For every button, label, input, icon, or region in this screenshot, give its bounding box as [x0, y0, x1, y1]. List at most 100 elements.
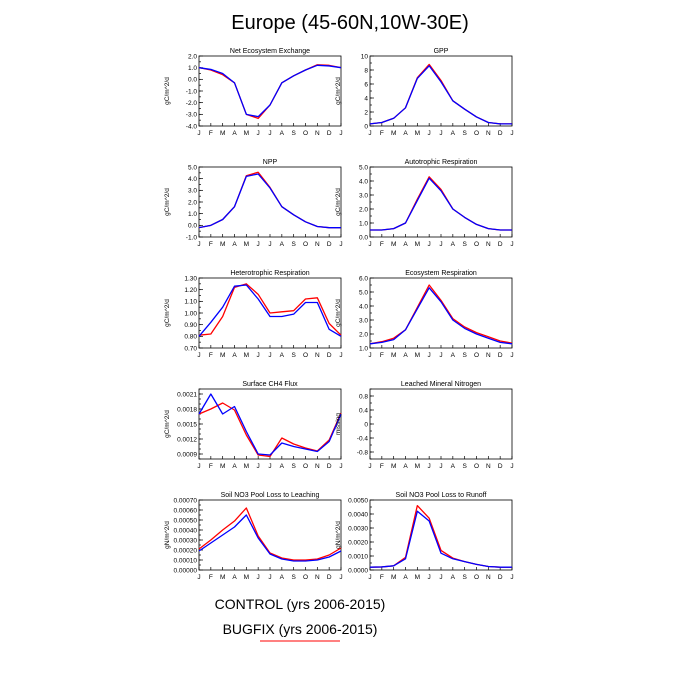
x-tick-label: N [486, 574, 491, 581]
panels: Net Ecosystem Exchange 2.0 1.0 0.0 -1.0 -2.0 -… [164, 48, 514, 581]
y-tick-label: 0.00010 [174, 557, 198, 564]
series-line-1 [369, 63, 512, 125]
x-tick-label: D [327, 352, 332, 359]
x-tick-label: J [339, 241, 342, 248]
series-line-0 [198, 393, 342, 456]
panel-title: Leached Mineral Nitrogen [401, 381, 481, 388]
x-tick-label: J [368, 241, 371, 248]
y-tick-label: 0.4 [359, 407, 368, 414]
x-tick-label: A [280, 352, 285, 359]
y-tick-label: 0.0009 [177, 451, 197, 458]
x-tick-label: A [403, 352, 408, 359]
x-tick-label: N [315, 241, 320, 248]
y-tick-label: -1.0 [186, 88, 198, 95]
x-tick-label: M [220, 352, 225, 359]
y-axis-label: missing [335, 413, 342, 435]
panel-title: Autotrophic Respiration [405, 159, 478, 166]
panel-6: Surface CH4 Flux 0.0021 0.0018 0.0015 0.0012… [164, 381, 343, 470]
y-axis-label: gC/m^2/d [164, 410, 171, 438]
legend-label-bugfix: BUGFIX (yrs 2006-2015) [223, 621, 378, 637]
series-line-0 [369, 65, 512, 125]
panel-3: Autotrophic Respiration 5.0 4.0 3.0 2.0 1.0 0.… [335, 159, 514, 248]
x-tick-label: J [339, 463, 342, 470]
y-tick-label: -3.0 [186, 112, 198, 119]
x-tick-label: O [474, 241, 479, 248]
x-tick-label: S [462, 130, 467, 137]
y-axis-label: gC/m^2/d [335, 188, 342, 216]
panel-5: Ecosystem Respiration6.05.04.03.02.01.0J… [335, 270, 514, 359]
x-tick-label: J [268, 352, 271, 359]
x-tick-label: J [197, 352, 200, 359]
series-line-1 [370, 176, 512, 231]
x-tick-label: M [244, 352, 249, 359]
x-tick-label: J [428, 463, 431, 470]
x-tick-label: J [268, 574, 271, 581]
y-tick-label: 1.0 [188, 65, 197, 72]
x-tick-label: J [197, 130, 200, 137]
y-tick-label: 0.8 [359, 393, 368, 400]
x-tick-label: S [462, 241, 467, 248]
x-tick-label: J [339, 352, 342, 359]
x-tick-label: J [268, 241, 271, 248]
panel-9: Soil NO3 Pool Loss to Runoff 0.0050 0.0040… [335, 492, 514, 581]
x-tick-label: F [380, 352, 384, 359]
y-tick-label: 5.0 [359, 164, 368, 171]
y-tick-label: 1.00 [184, 310, 197, 317]
y-tick-label: 0.0 [188, 77, 197, 84]
x-tick-label: D [327, 241, 332, 248]
y-tick-label: 2.0 [359, 206, 368, 213]
y-tick-label: 0.70 [184, 345, 197, 352]
x-tick-label: J [428, 352, 431, 359]
x-tick-label: A [451, 241, 456, 248]
y-tick-label: 4.0 [359, 303, 368, 310]
y-tick-label: 0.0010 [348, 553, 368, 560]
x-tick-label: A [403, 574, 408, 581]
y-tick-label: 5.0 [359, 289, 368, 296]
x-tick-label: S [291, 574, 296, 581]
x-tick-label: M [391, 463, 396, 470]
x-tick-label: J [368, 463, 371, 470]
x-tick-label: D [498, 130, 503, 137]
x-tick-label: A [232, 463, 237, 470]
x-tick-label: J [257, 574, 260, 581]
y-tick-label: 0.90 [184, 322, 197, 329]
x-tick-label: J [257, 241, 260, 248]
y-tick-label: 1.0 [359, 220, 368, 227]
x-tick-label: S [291, 130, 296, 137]
x-tick-label: J [439, 130, 442, 137]
x-tick-label: M [415, 241, 420, 248]
x-tick-label: A [232, 241, 237, 248]
x-tick-label: J [439, 574, 442, 581]
y-tick-label: 0.0050 [348, 497, 368, 504]
x-tick-label: N [315, 352, 320, 359]
x-tick-label: F [209, 130, 213, 137]
series-line-1 [198, 507, 342, 561]
x-tick-label: F [380, 130, 384, 137]
legend: CONTROL (yrs 2006-2015) BUGFIX (yrs 2006… [215, 596, 385, 642]
x-tick-label: O [474, 352, 479, 359]
x-tick-label: S [462, 463, 467, 470]
x-tick-label: J [368, 130, 371, 137]
y-tick-label: 1.10 [184, 299, 197, 306]
x-tick-label: N [315, 130, 320, 137]
y-tick-label: 0.00020 [174, 547, 198, 554]
x-tick-label: M [391, 241, 396, 248]
y-tick-label: 0.0040 [348, 511, 368, 518]
y-tick-label: 0.00000 [174, 567, 198, 574]
y-tick-label: 0.0 [188, 223, 197, 230]
panel-title: Net Ecosystem Exchange [230, 48, 310, 55]
plot-frame [369, 499, 513, 571]
x-tick-label: M [244, 463, 249, 470]
x-tick-label: J [510, 130, 513, 137]
y-tick-label: 3.0 [359, 317, 368, 324]
x-tick-label: D [327, 463, 332, 470]
x-tick-label: O [303, 241, 308, 248]
x-tick-label: M [220, 463, 225, 470]
y-axis-label: gN/m^2/d [335, 521, 342, 549]
panel-4: Heterotrophic Respiration 1.30 1.20 1.10 1.0… [164, 270, 343, 359]
x-tick-label: D [498, 241, 503, 248]
